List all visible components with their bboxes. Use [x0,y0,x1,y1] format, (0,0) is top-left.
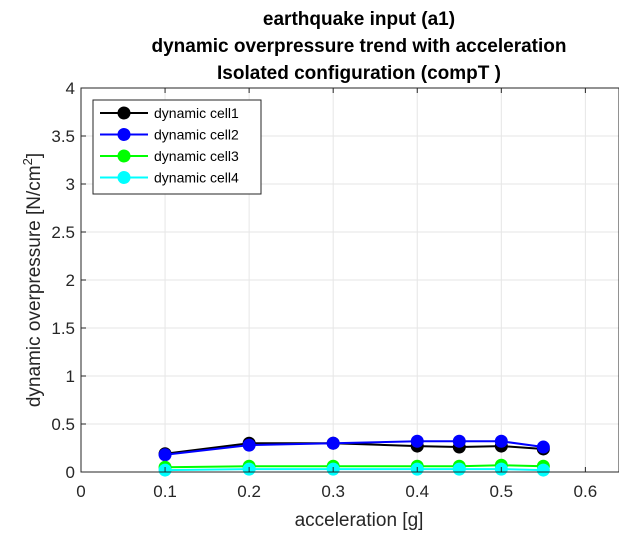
y-tick-label: 4 [66,79,75,98]
chart-title-line-1: earthquake input (a1) [263,9,455,30]
y-tick-label: 2.5 [51,223,75,242]
x-tick-label: 0.3 [321,482,345,501]
x-tick-label: 0.4 [405,482,429,501]
y-tick-label: 3.5 [51,127,75,146]
legend-marker [117,149,131,163]
series-line [165,468,544,472]
legend-label: dynamic cell3 [154,148,239,164]
legend-marker [117,128,131,141]
legend-label: dynamic cell4 [154,170,239,186]
ticks: 0 0.1 0.2 0.3 0.4 0.5 0.6 0 0.5 1 1.5 2 2.5 3 3.5 4 [51,79,597,501]
legend-marker [117,171,131,184]
y-tick-label: 1.5 [51,319,75,338]
x-axis-label: acceleration [g] [295,510,424,531]
legend: dynamic cell1 dynamic cell2 dynamic cell3 d… [92,99,262,195]
data-point [326,436,340,450]
legend-marker [117,106,131,120]
legend-item: dynamic cell1 [100,105,239,121]
y-axis-label-suffix: ] [24,153,45,158]
y-axis-label-main: dynamic overpressure [N/cm [24,165,45,407]
x-tick-label: 0.6 [574,482,598,501]
y-tick-label: 0.5 [51,415,75,434]
data-point [452,462,466,476]
chart-title-line-2: dynamic overpressure trend with accelera… [152,36,567,57]
x-tick-label: 0.5 [489,482,513,501]
y-axis-label: dynamic overpressure [N/cm2] [20,153,45,407]
data-point [536,463,550,477]
legend-item: dynamic cell4 [100,170,239,186]
series-2 [158,434,550,462]
y-axis-label-superscript: 2 [20,158,35,165]
y-tick-label: 3 [66,175,75,194]
x-tick-label: 0.2 [237,482,261,501]
data-point [494,434,508,448]
x-tick-label: 0 [76,482,85,501]
y-tick-label: 1 [66,367,75,386]
data-point [452,434,466,448]
data-point [158,448,172,462]
y-tick-label: 0 [66,463,75,482]
data-point [410,434,424,448]
data-point [536,440,550,454]
x-tick-label: 0.1 [153,482,177,501]
legend-label: dynamic cell1 [154,105,239,121]
legend-item: dynamic cell2 [100,127,239,143]
legend-item: dynamic cell3 [100,148,239,164]
data-point [242,438,256,452]
chart-title-line-3: Isolated configuration (compT ) [217,63,501,84]
y-tick-label: 2 [66,271,75,290]
legend-label: dynamic cell2 [154,127,239,143]
